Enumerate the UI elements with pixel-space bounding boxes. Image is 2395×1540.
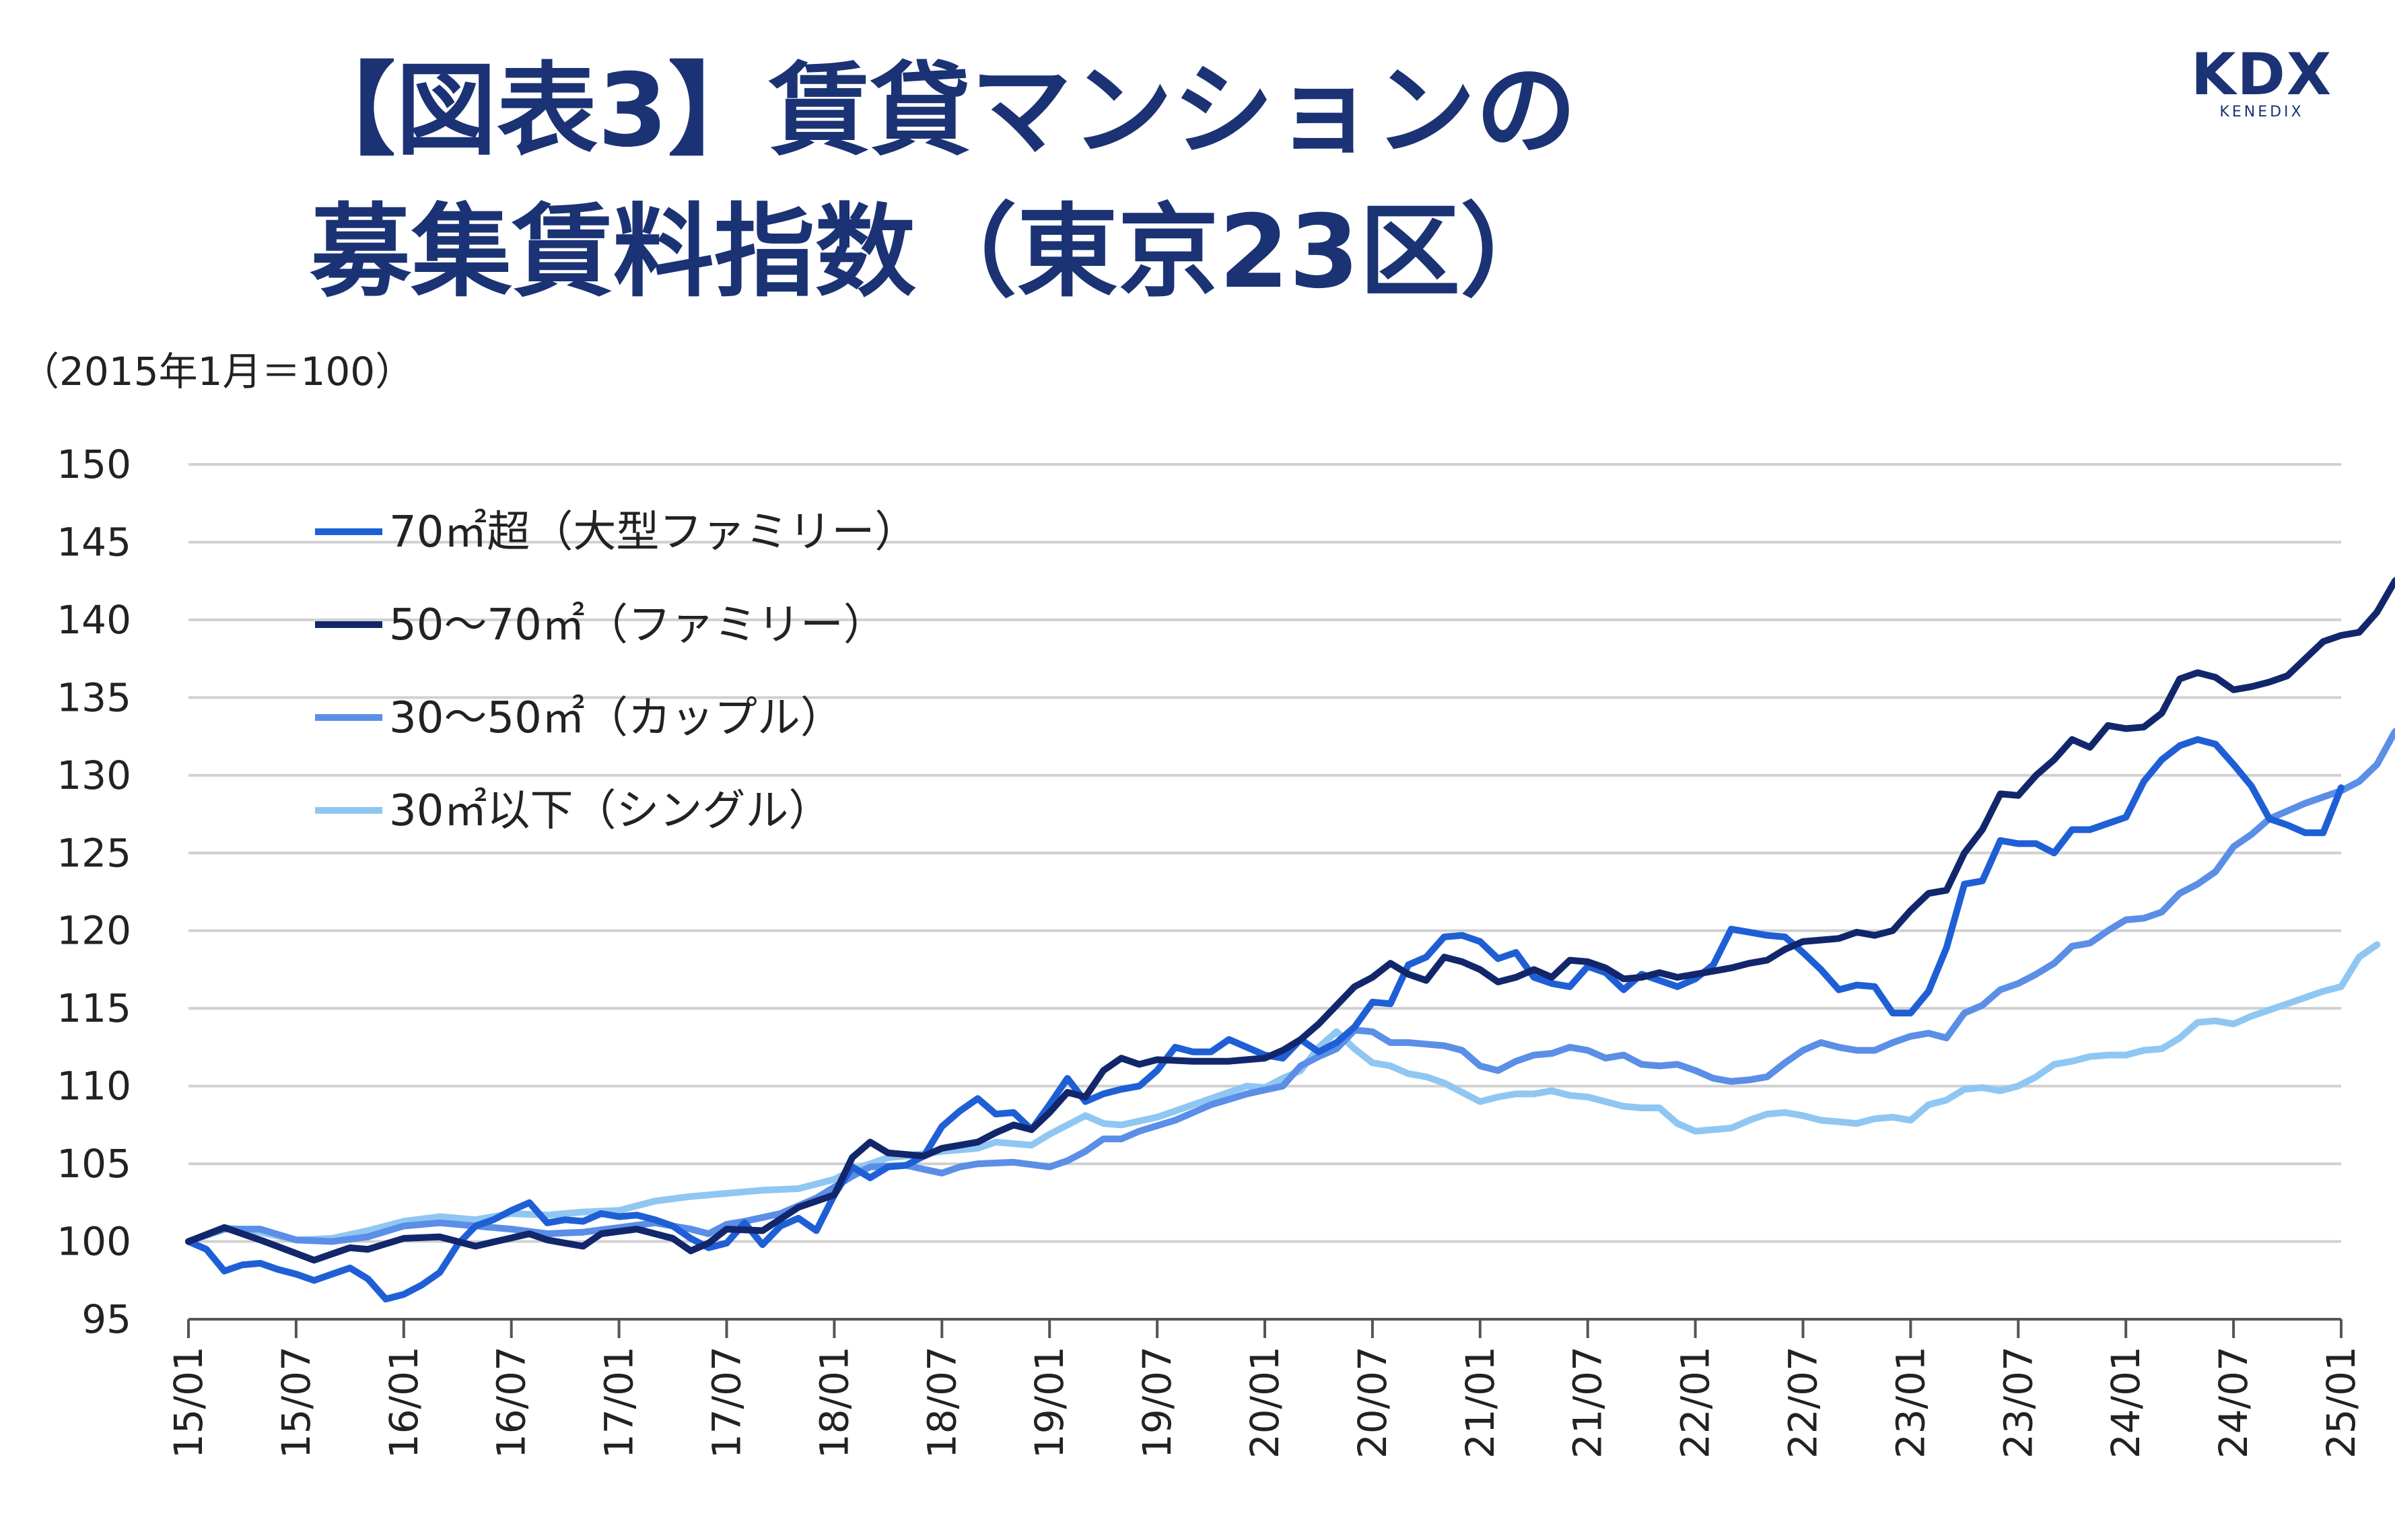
chart-title-line2: 募集賃料指数（東京23区）	[310, 194, 1562, 311]
x-tick-label: 22/01	[1673, 1346, 1719, 1459]
y-tick-label: 110	[57, 1063, 131, 1109]
chart-title-line1: 【図表3】賃貸マンションの	[294, 53, 1577, 170]
x-tick-label: 25/01	[2318, 1346, 2364, 1459]
logo-main-text: KDX	[2190, 41, 2333, 108]
y-tick-label: 100	[57, 1219, 131, 1265]
x-tick-label: 22/07	[1780, 1346, 1826, 1459]
x-axis	[187, 1318, 2342, 1338]
x-tick-label: 24/07	[2211, 1346, 2256, 1459]
y-tick-label: 95	[81, 1296, 131, 1342]
y-axis-unit-label: （2015年1月＝100）	[20, 349, 415, 394]
x-tick-label: 15/07	[273, 1346, 319, 1459]
x-tick-label: 24/01	[2103, 1346, 2149, 1459]
y-tick-labels: 95 100 105 110 115 120 125 130 135 140 145 150	[57, 442, 131, 1342]
x-tick-label: 17/07	[704, 1346, 750, 1459]
y-tick-label: 125	[57, 830, 131, 876]
y-tick-label: 150	[57, 442, 131, 487]
x-tick-label: 16/07	[489, 1346, 534, 1459]
x-tick-label: 20/01	[1242, 1346, 1288, 1459]
x-tick-label: 18/07	[919, 1346, 965, 1459]
legend-label-family: 50〜70㎡（ファミリー）	[389, 600, 887, 650]
x-tick-label: 23/07	[1995, 1346, 2041, 1459]
x-tick-label: 19/07	[1134, 1346, 1180, 1459]
logo-sub-text: KENEDIX	[2219, 104, 2304, 120]
x-tick-label: 18/01	[811, 1346, 857, 1459]
y-tick-label: 130	[57, 753, 131, 798]
legend: 70㎡超（大型ファミリー） 50〜70㎡（ファミリー） 30〜50㎡（カップル） 30…	[315, 508, 917, 836]
y-tick-label: 120	[57, 908, 131, 954]
y-tick-label: 105	[57, 1141, 131, 1187]
y-tick-label: 115	[57, 985, 131, 1031]
x-tick-label: 20/07	[1350, 1346, 1395, 1459]
y-tick-label: 140	[57, 597, 131, 643]
y-tick-label: 135	[57, 674, 131, 720]
legend-label-couple: 30〜50㎡（カップル）	[389, 693, 843, 743]
x-tick-label: 15/01	[166, 1346, 211, 1459]
x-tick-label: 21/07	[1565, 1346, 1611, 1459]
series-line-family	[185, 577, 2395, 1264]
x-tick-label: 21/01	[1457, 1346, 1503, 1459]
x-tick-label: 16/01	[381, 1346, 427, 1459]
y-tick-label: 145	[57, 519, 131, 565]
x-tick-label: 19/01	[1027, 1346, 1072, 1459]
series-lines	[185, 577, 2395, 1302]
x-tick-label: 23/01	[1887, 1346, 1933, 1459]
kdx-logo: KDX KENEDIX	[2174, 41, 2349, 120]
series-line-couple	[185, 727, 2395, 1245]
chart-title: 【図表3】賃貸マンションの 募集賃料指数（東京23区）	[0, 40, 1871, 323]
series-line-single	[185, 941, 2381, 1245]
legend-label-single: 30㎡以下（シングル）	[389, 786, 831, 836]
x-tick-labels: 15/01 15/07 16/01 16/07 17/01 17/07 18/01 18/07…	[166, 1346, 2364, 1459]
gridlines	[188, 463, 2341, 1243]
legend-label-large_family: 70㎡超（大型ファミリー）	[389, 508, 917, 557]
x-tick-label: 17/01	[596, 1346, 642, 1459]
